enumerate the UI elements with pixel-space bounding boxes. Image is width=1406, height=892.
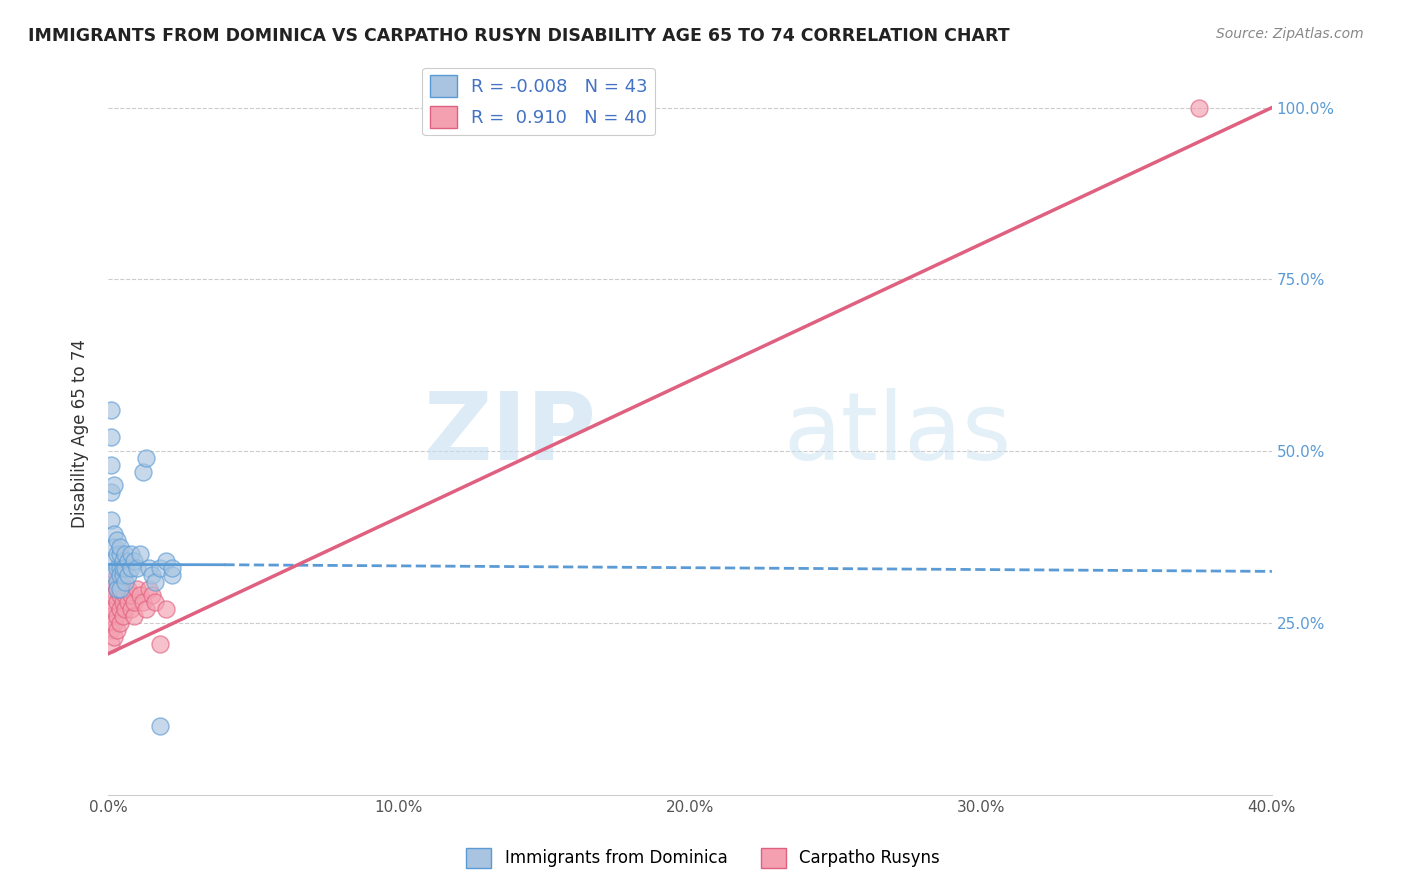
- Point: [105, 595, 128, 609]
- Text: ZIP: ZIP: [425, 388, 596, 480]
- Point: [100, 623, 122, 637]
- Point: [111, 609, 134, 624]
- Point: [120, 547, 142, 561]
- Point: [117, 554, 139, 568]
- Point: [149, 561, 172, 575]
- Point: [108, 547, 131, 561]
- Point: [105, 574, 128, 589]
- Point: [103, 541, 125, 555]
- Point: [122, 554, 145, 568]
- Point: [100, 458, 122, 472]
- Point: [114, 589, 136, 603]
- Point: [132, 465, 155, 479]
- Point: [105, 582, 128, 596]
- Point: [108, 582, 131, 596]
- Point: [100, 430, 122, 444]
- Point: [129, 589, 152, 603]
- Point: [135, 450, 157, 465]
- Text: IMMIGRANTS FROM DOMINICA VS CARPATHO RUSYN DISABILITY AGE 65 TO 74 CORRELATION C: IMMIGRANTS FROM DOMINICA VS CARPATHO RUS…: [28, 27, 1010, 45]
- Point: [108, 561, 131, 575]
- Legend: R = -0.008   N = 43, R =  0.910   N = 40: R = -0.008 N = 43, R = 0.910 N = 40: [422, 68, 655, 136]
- Point: [103, 567, 125, 582]
- Point: [129, 547, 152, 561]
- Point: [103, 602, 125, 616]
- Point: [117, 567, 139, 582]
- Point: [103, 526, 125, 541]
- Point: [108, 615, 131, 630]
- Point: [108, 602, 131, 616]
- Point: [120, 602, 142, 616]
- Point: [105, 609, 128, 624]
- Point: [100, 485, 122, 500]
- Point: [127, 582, 149, 596]
- Point: [155, 602, 177, 616]
- Point: [108, 574, 131, 589]
- Point: [100, 513, 122, 527]
- Legend: Immigrants from Dominica, Carpatho Rusyns: Immigrants from Dominica, Carpatho Rusyn…: [460, 841, 946, 875]
- Point: [120, 561, 142, 575]
- Point: [141, 567, 163, 582]
- Point: [105, 623, 128, 637]
- Y-axis label: Disability Age 65 to 74: Disability Age 65 to 74: [72, 340, 89, 528]
- Text: Source: ZipAtlas.com: Source: ZipAtlas.com: [1216, 27, 1364, 41]
- Point: [105, 561, 128, 575]
- Point: [103, 630, 125, 644]
- Point: [100, 403, 122, 417]
- Point: [143, 595, 166, 609]
- Point: [108, 567, 131, 582]
- Point: [120, 589, 142, 603]
- Point: [100, 609, 122, 624]
- Point: [103, 589, 125, 603]
- Point: [103, 615, 125, 630]
- Point: [122, 595, 145, 609]
- Point: [149, 636, 172, 650]
- Point: [138, 561, 160, 575]
- Point: [111, 554, 134, 568]
- Point: [149, 719, 172, 733]
- Point: [103, 574, 125, 589]
- Point: [105, 567, 128, 582]
- Point: [117, 595, 139, 609]
- Point: [108, 589, 131, 603]
- Point: [135, 602, 157, 616]
- Point: [100, 595, 122, 609]
- Point: [103, 478, 125, 492]
- Point: [103, 554, 125, 568]
- Point: [132, 595, 155, 609]
- Point: [127, 561, 149, 575]
- Point: [108, 541, 131, 555]
- Point: [160, 567, 183, 582]
- Point: [114, 561, 136, 575]
- Point: [141, 589, 163, 603]
- Point: [122, 609, 145, 624]
- Point: [1188, 101, 1211, 115]
- Point: [111, 595, 134, 609]
- Point: [105, 582, 128, 596]
- Point: [111, 567, 134, 582]
- Point: [111, 561, 134, 575]
- Point: [105, 547, 128, 561]
- Point: [117, 582, 139, 596]
- Point: [143, 574, 166, 589]
- Point: [111, 582, 134, 596]
- Point: [100, 636, 122, 650]
- Text: atlas: atlas: [783, 388, 1011, 480]
- Point: [114, 602, 136, 616]
- Point: [100, 582, 122, 596]
- Point: [114, 547, 136, 561]
- Point: [114, 574, 136, 589]
- Point: [138, 582, 160, 596]
- Point: [105, 533, 128, 548]
- Point: [155, 554, 177, 568]
- Point: [160, 561, 183, 575]
